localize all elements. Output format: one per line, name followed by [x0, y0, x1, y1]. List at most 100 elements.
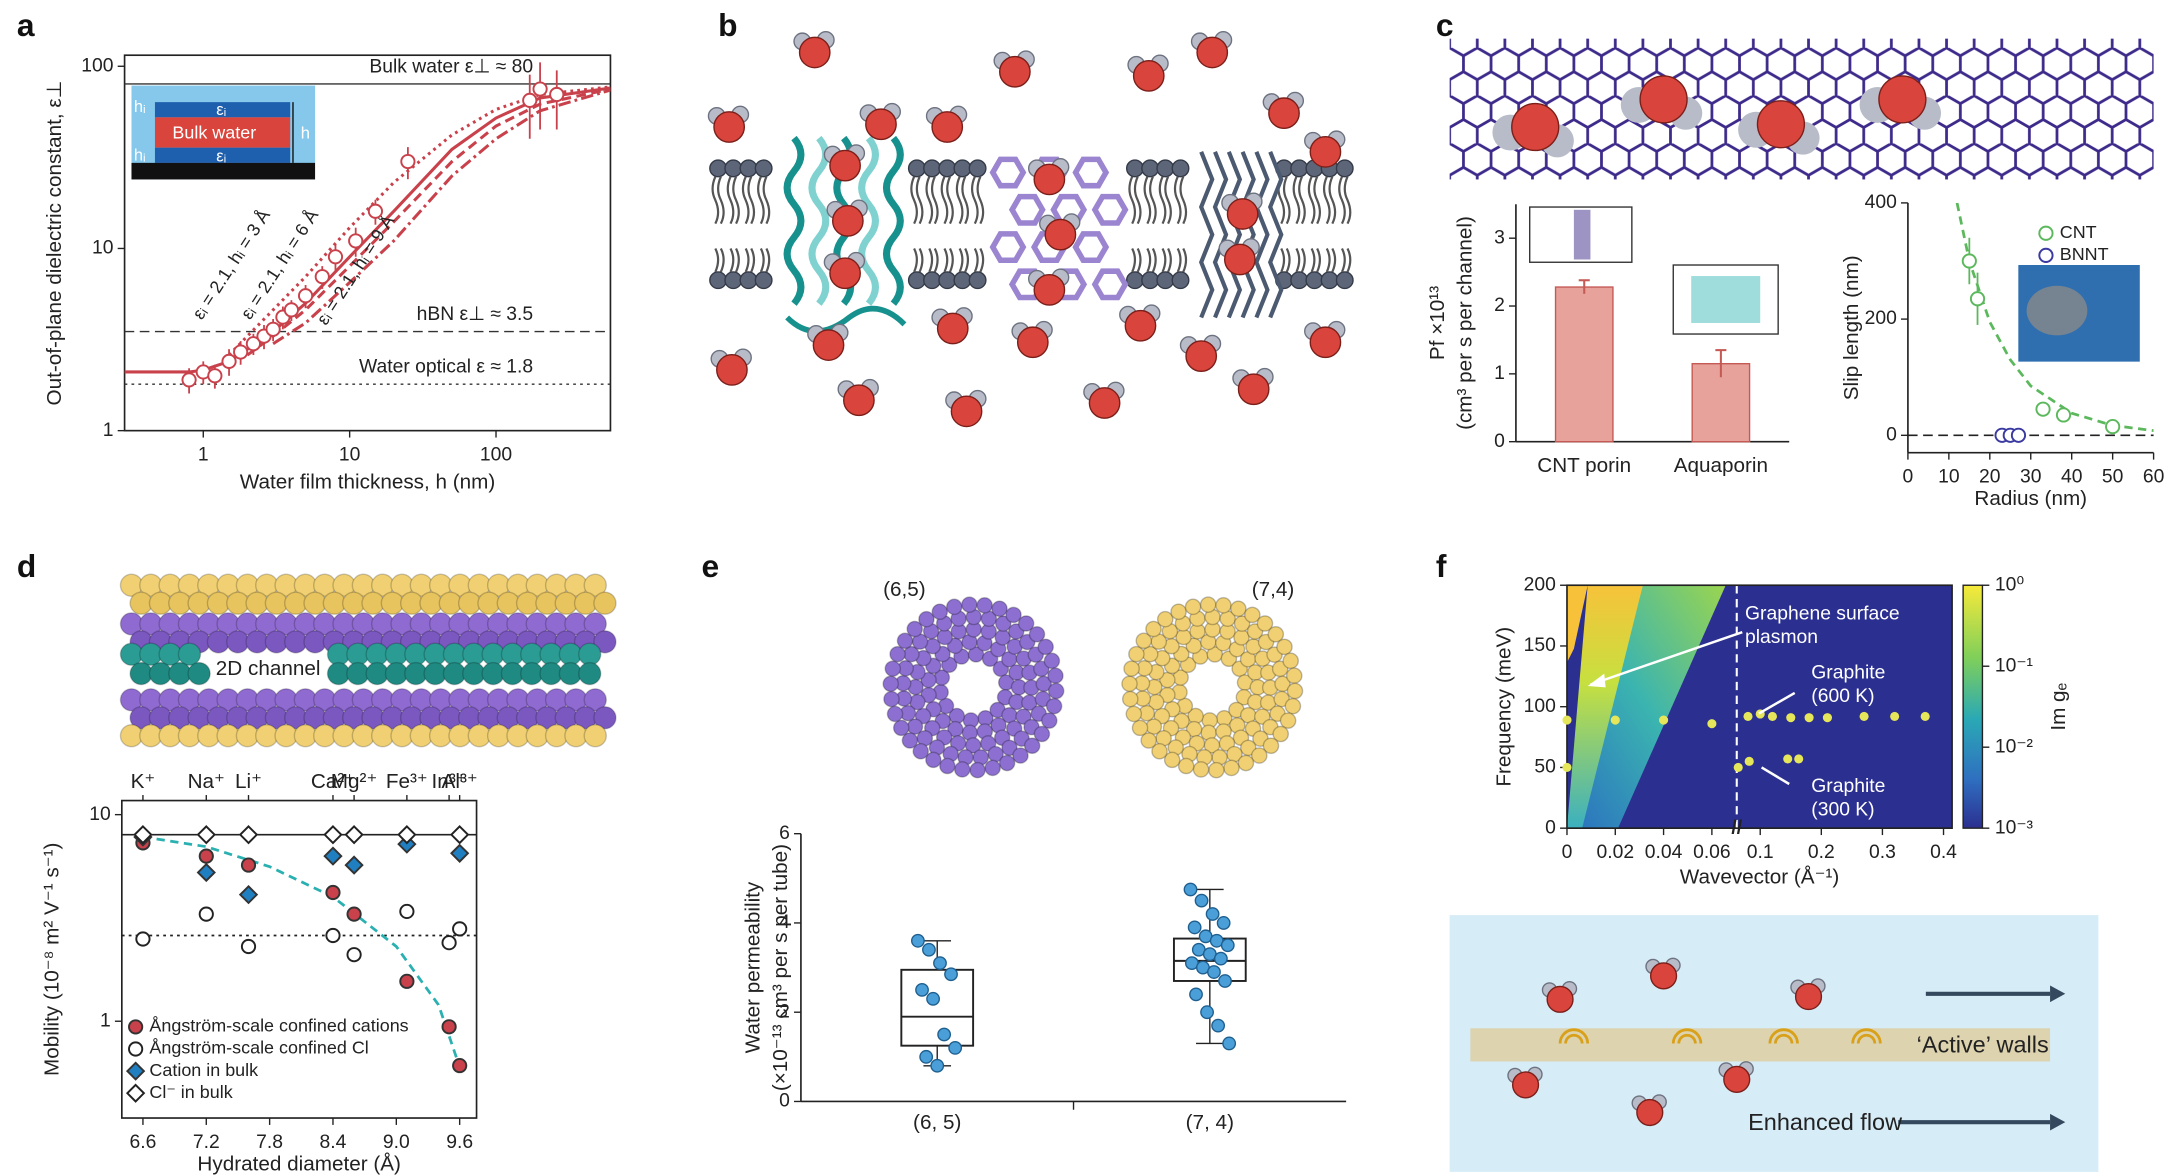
- legend-label: Ångström-scale confined cations: [149, 1016, 408, 1036]
- x-tick-label: 10: [339, 445, 360, 466]
- x-tick-label: 10: [1938, 467, 1959, 488]
- atom: [1215, 597, 1232, 614]
- oxygen: [1016, 326, 1049, 359]
- oxygen: [931, 111, 964, 143]
- charts: a b c d e f 2D channel ‘Active’ walls Enhanced f…: [17, 7, 2164, 1176]
- atom: [901, 732, 919, 749]
- oxygen: [1878, 75, 1927, 124]
- data-point: [441, 1019, 457, 1035]
- x-axis-label: Wavevector (Å⁻¹): [1680, 865, 1840, 888]
- oxygen: [843, 384, 875, 417]
- atom: [1256, 615, 1274, 632]
- panel-label: f: [1436, 548, 1447, 584]
- oxygen: [1511, 102, 1560, 152]
- oxygen: [1033, 163, 1066, 196]
- atom: [583, 612, 607, 636]
- data-point: [1216, 916, 1231, 930]
- atom: [1033, 725, 1051, 743]
- data-point: [1859, 711, 1869, 721]
- structure-label: (6,5): [883, 578, 926, 601]
- data-point: [1744, 756, 1754, 766]
- bar: [1554, 286, 1614, 443]
- inset-label: h: [301, 123, 310, 142]
- atom: [1017, 615, 1035, 632]
- legend-label: Ångström-scale confined Cl: [149, 1038, 368, 1058]
- data-point: [1794, 754, 1804, 764]
- x-tick-label: 0.4: [1930, 842, 1957, 863]
- lipid-head: [709, 271, 728, 290]
- data-point: [323, 825, 343, 845]
- x-tick-label: 6.6: [130, 1132, 157, 1153]
- heatmap-plasmon: [1566, 585, 1643, 829]
- x-tick-label: (6, 5): [913, 1111, 961, 1134]
- data-point: [233, 344, 249, 360]
- frame-structure: [1267, 151, 1284, 319]
- atom: [939, 757, 956, 775]
- hexagon-ring: [989, 231, 1027, 263]
- data-point: [198, 906, 214, 922]
- model-curve: [272, 88, 611, 346]
- y-tick-label: 2: [779, 1001, 790, 1022]
- atom: [1123, 660, 1140, 677]
- atom: [936, 628, 954, 646]
- flow-label: Enhanced flow: [1748, 1109, 1902, 1135]
- lipid-tail: [1158, 176, 1172, 273]
- colorbar-tick-label: 10⁻²: [1995, 736, 2034, 757]
- data-point: [1822, 713, 1832, 723]
- y-tick-label: 4: [779, 912, 790, 933]
- atom: [1185, 637, 1203, 655]
- data-point: [240, 857, 257, 873]
- data-point: [1211, 1018, 1226, 1033]
- oxygen: [1309, 135, 1342, 168]
- data-point: [522, 92, 538, 108]
- x-tick-label: 0.2: [1808, 842, 1835, 863]
- atom: [882, 675, 899, 693]
- oxygen: [998, 55, 1031, 88]
- data-point: [400, 153, 416, 170]
- x-tick-label: 20: [1979, 467, 2000, 488]
- reference-label: Bulk water ε⊥ ≈ 80: [369, 56, 533, 77]
- series-annotation: (300 K): [1811, 799, 1874, 820]
- protein-helix: [883, 135, 904, 306]
- atom: [1282, 652, 1299, 670]
- x-tick-label: 100: [480, 445, 512, 466]
- lipid-tail: [1277, 176, 1291, 273]
- y-tick-label: 200: [1865, 308, 1897, 329]
- y-tick-label: 1: [1494, 363, 1505, 384]
- atom: [1035, 675, 1053, 693]
- data-point: [1222, 1036, 1237, 1051]
- atom: [931, 603, 949, 621]
- arrow-head: [1587, 673, 1606, 688]
- atom: [1037, 638, 1054, 656]
- lipid-head: [1156, 271, 1175, 290]
- hexagon-ring: [1008, 193, 1046, 226]
- lipid-tail: [1143, 176, 1157, 273]
- series-annotation: Graphite: [1811, 663, 1885, 684]
- top-tick-label: Na⁺: [188, 770, 225, 793]
- x-axis-label: Radius (nm): [1974, 487, 2087, 510]
- lipid-head: [1320, 271, 1339, 290]
- lipid-head: [907, 271, 926, 290]
- atom: [1028, 626, 1046, 643]
- atom: [1233, 615, 1251, 632]
- oxygen: [1237, 373, 1270, 406]
- channel-label: 2D channel: [216, 657, 321, 680]
- data-point: [1218, 974, 1232, 988]
- data-point: [314, 269, 330, 285]
- data-point: [450, 843, 470, 863]
- atom: [945, 598, 963, 616]
- inset-label: Bulk water: [172, 123, 256, 143]
- data-point: [1733, 762, 1743, 772]
- atom: [953, 761, 971, 778]
- atom: [1034, 690, 1052, 708]
- x-tick-label: 8.4: [320, 1132, 347, 1153]
- atom: [593, 591, 617, 615]
- frame-structure: [1212, 151, 1229, 319]
- atom: [187, 661, 211, 686]
- x-tick-label: 60: [2143, 467, 2164, 488]
- hexagon-ring: [1072, 156, 1110, 189]
- inset-label: εᵢ: [216, 100, 226, 119]
- walls-label: ‘Active’ walls: [1917, 1031, 2049, 1057]
- legend-label: BNNT: [2060, 244, 2109, 264]
